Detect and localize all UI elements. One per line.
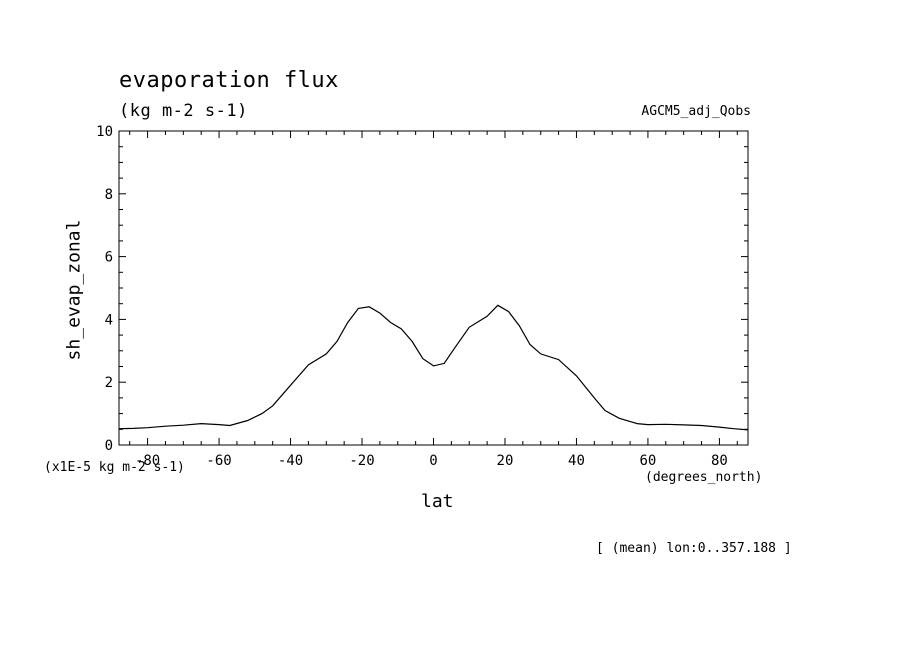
y-tick-label: 2 — [105, 375, 113, 391]
x-axis-units: (degrees_north) — [645, 470, 763, 485]
y-tick-label: 10 — [96, 124, 113, 140]
x-tick-label: -60 — [206, 453, 231, 469]
y-tick-label: 4 — [105, 312, 113, 328]
x-tick-label: 20 — [497, 453, 514, 469]
plot-frame — [118, 130, 749, 446]
x-axis-label: lat — [421, 491, 454, 512]
chart-units: (kg m-2 s-1) — [119, 101, 248, 121]
chart-title: evaporation flux — [119, 68, 339, 93]
x-tick-label: 0 — [429, 453, 437, 469]
y-tick-label: 8 — [105, 187, 113, 203]
x-tick-label: -20 — [349, 453, 374, 469]
axis-ticks — [119, 130, 748, 446]
series-line-sh-evap-zonal — [118, 304, 749, 431]
y-tick-label: 0 — [105, 438, 113, 454]
x-tick-label: 40 — [568, 453, 585, 469]
axis-tick-labels: -80 -60 -40 -20 0 20 40 60 80 0 2 4 6 8 10 — [96, 124, 728, 469]
x-tick-label: -40 — [278, 453, 303, 469]
dataset-label: AGCM5_adj_Qobs — [641, 104, 751, 119]
x-tick-label: -80 — [135, 453, 160, 469]
scale-note: (x1E-5 kg m-2 s-1) — [44, 460, 185, 475]
y-tick-label: 6 — [105, 250, 113, 266]
x-tick-label: 60 — [640, 453, 657, 469]
x-tick-label: 80 — [711, 453, 728, 469]
averaging-footnote: [ (mean) lon:0..357.188 ] — [596, 541, 792, 556]
